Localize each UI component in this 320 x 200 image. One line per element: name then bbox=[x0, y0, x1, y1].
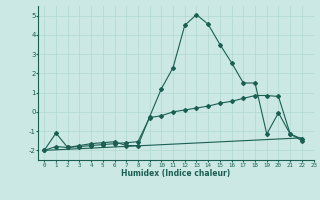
X-axis label: Humidex (Indice chaleur): Humidex (Indice chaleur) bbox=[121, 169, 231, 178]
